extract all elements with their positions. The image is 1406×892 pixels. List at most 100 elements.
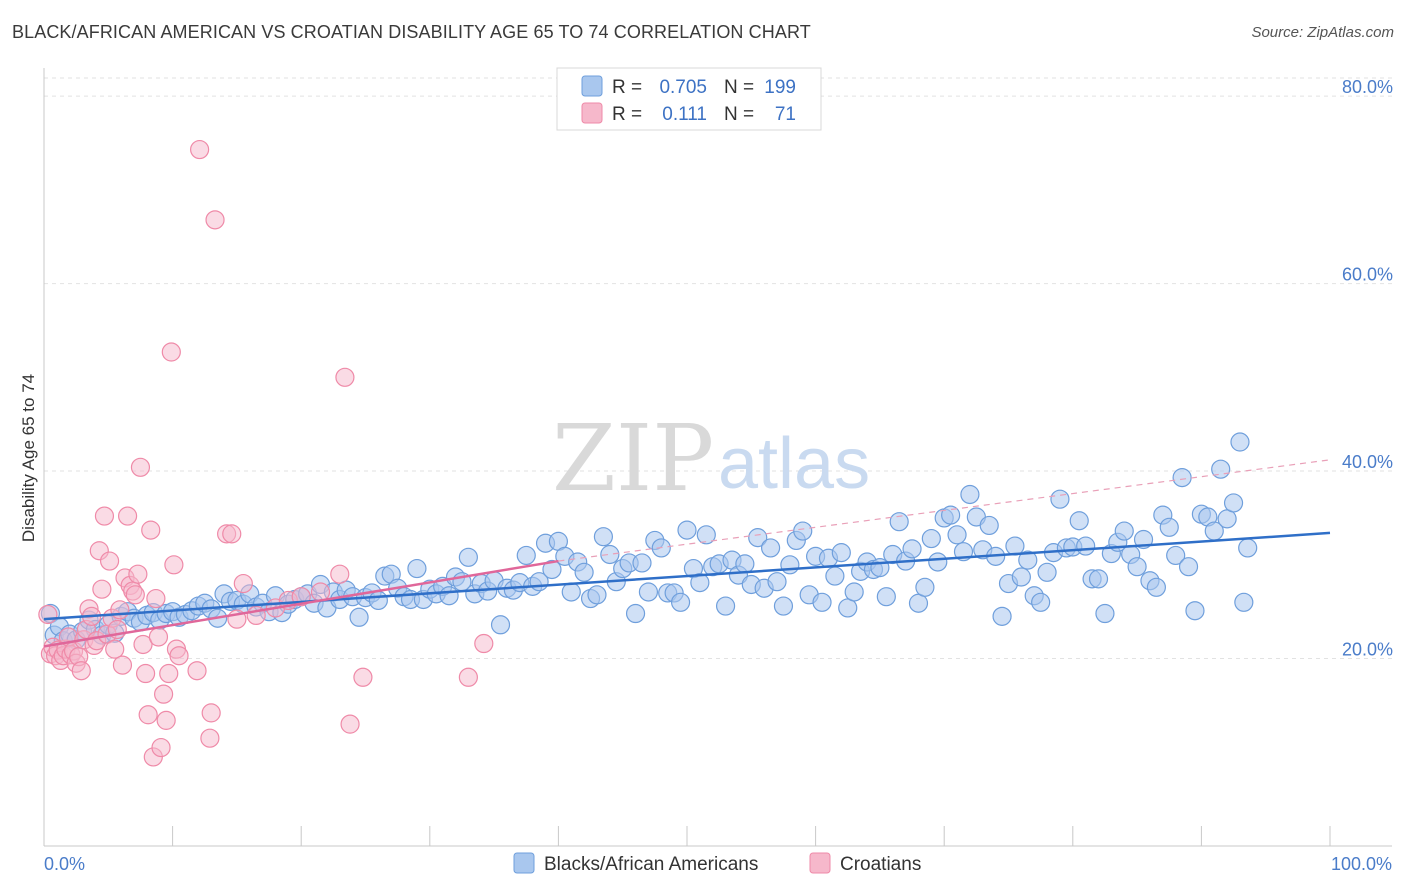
croatians-point xyxy=(148,627,169,647)
croatians-point xyxy=(340,714,360,734)
blacks-point xyxy=(902,539,922,559)
blacks-point xyxy=(677,520,697,540)
watermark-atlas: atlas xyxy=(718,424,870,504)
blacks-point xyxy=(1185,601,1205,621)
bottom-legend: Blacks/African Americans Croatians xyxy=(513,852,921,875)
legend-r-value-croatians: 0.111 xyxy=(662,104,707,125)
blacks-point xyxy=(715,596,736,616)
legend-n-label-croatians: N = xyxy=(724,104,754,125)
blacks-point xyxy=(368,590,388,611)
source-credit: Source: ZipAtlas.com xyxy=(1251,24,1394,41)
y-tick-label: 40.0% xyxy=(1342,452,1393,472)
blacks-point xyxy=(593,527,614,547)
blacks-point xyxy=(767,572,787,592)
croatians-point xyxy=(130,457,151,477)
croatians-point xyxy=(474,633,494,654)
y-tick-labels: 20.0% 40.0% 60.0% 80.0% xyxy=(1342,77,1393,659)
croatians-point xyxy=(112,655,133,675)
croatians-point xyxy=(187,661,207,681)
croatians-point xyxy=(92,579,112,599)
blacks-point xyxy=(812,592,832,612)
blacks-point xyxy=(947,525,967,545)
croatians-point xyxy=(190,139,210,160)
blacks-point xyxy=(625,603,646,624)
blacks-point xyxy=(1050,489,1070,509)
watermark: ZIP atlas xyxy=(552,405,870,512)
croatians-point xyxy=(133,634,153,655)
blacks-point xyxy=(1217,509,1237,529)
chart-title: BLACK/AFRICAN AMERICAN VS CROATIAN DISAB… xyxy=(12,22,811,42)
trend-line-blacks xyxy=(43,531,1331,621)
bottom-legend-label-croatians: Croatians xyxy=(840,854,921,875)
blacks-point xyxy=(825,566,845,586)
blacks-point xyxy=(921,528,941,549)
blacks-point xyxy=(1127,557,1147,577)
blacks-point xyxy=(1095,603,1115,624)
croatians-point xyxy=(110,600,130,620)
blacks-point xyxy=(1114,521,1134,541)
blacks-point xyxy=(831,543,851,563)
croatians-point xyxy=(99,551,120,571)
blacks-point xyxy=(735,554,755,574)
blacks-point xyxy=(1069,511,1089,531)
watermark-zip: ZIP xyxy=(552,405,714,512)
blacks-point xyxy=(1230,432,1250,452)
croatians-point xyxy=(169,646,189,666)
blacks-point xyxy=(915,577,935,597)
croatians-point xyxy=(138,705,158,725)
blacks-point xyxy=(690,573,710,593)
blacks-point xyxy=(670,592,691,612)
axes xyxy=(43,68,1392,847)
blacks-point xyxy=(587,585,607,605)
croatians-point xyxy=(94,506,115,526)
y-tick-label: 80.0% xyxy=(1342,77,1393,97)
legend-n-label-blacks: N = xyxy=(724,77,754,98)
blacks-point xyxy=(780,555,800,575)
croatians-point xyxy=(201,703,221,723)
bottom-legend-label-blacks: Blacks/African Americans xyxy=(544,854,758,875)
bottom-legend-swatch-croatians xyxy=(809,852,831,874)
blacks-point xyxy=(773,596,794,616)
croatians-point xyxy=(151,737,171,758)
y-axis-title: Disability Age 65 to 74 xyxy=(19,374,38,542)
blacks-point xyxy=(516,545,536,566)
croatians-point xyxy=(156,710,176,730)
croatians-point xyxy=(161,342,181,362)
x-ticks xyxy=(43,826,1331,846)
blacks-point xyxy=(574,562,594,582)
blacks-point xyxy=(844,582,864,602)
blacks-point xyxy=(1088,569,1109,589)
bottom-legend-swatch-blacks xyxy=(513,852,535,874)
croatians-point xyxy=(117,506,138,526)
blacks-point xyxy=(458,547,478,567)
blacks-point xyxy=(1005,536,1025,556)
blacks-point xyxy=(1223,493,1244,513)
y-tick-label: 60.0% xyxy=(1342,265,1393,285)
croatians-point xyxy=(159,663,179,684)
legend-n-value-croatians: 71 xyxy=(775,104,796,125)
blacks-point xyxy=(600,544,620,565)
blacks-point xyxy=(561,582,581,602)
blacks-point xyxy=(793,521,813,541)
blacks-point xyxy=(1031,592,1051,612)
blacks-point xyxy=(908,593,929,613)
legend-r-value-blacks: 0.705 xyxy=(659,77,707,98)
blacks-point xyxy=(876,587,896,607)
blacks-point xyxy=(696,525,716,545)
blacks-point xyxy=(1018,550,1038,570)
trend-line-croatians-extension xyxy=(558,459,1331,562)
croatians-point xyxy=(146,588,166,609)
croatians-point xyxy=(353,667,373,687)
blacks-point xyxy=(1076,536,1096,556)
blacks-point xyxy=(960,484,980,505)
croatians-point xyxy=(153,684,174,704)
blacks-point xyxy=(439,586,459,606)
croatians-point xyxy=(71,661,91,681)
blacks-point xyxy=(760,538,781,558)
croatians-point xyxy=(200,728,220,748)
croatians-point xyxy=(205,210,225,230)
croatians-point xyxy=(125,585,145,605)
croatians-point xyxy=(164,555,184,575)
blacks-point xyxy=(838,598,858,618)
croatians-point xyxy=(141,520,161,540)
